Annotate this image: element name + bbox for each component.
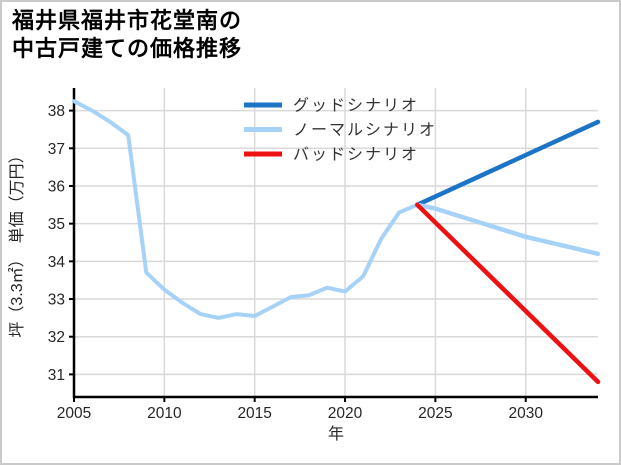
chart-title-line1: 福井県福井市花堂南の [12, 8, 243, 33]
chart-title: 福井県福井市花堂南の 中古戸建ての価格推移 [12, 7, 242, 63]
x-axis-title: 年 [328, 425, 344, 443]
y-tick-label: 38 [48, 103, 65, 120]
y-tick-label: 37 [48, 141, 65, 158]
y-tick-label: 36 [48, 178, 65, 195]
y-tick-label: 34 [48, 254, 66, 271]
y-tick-label: 31 [48, 367, 65, 384]
x-tick-label: 2015 [237, 405, 271, 422]
legend-label-0: グッドシナリオ [293, 97, 419, 115]
x-tick-label: 2025 [418, 405, 452, 422]
x-tick-label: 2010 [147, 405, 182, 422]
y-tick-label: 32 [48, 329, 65, 346]
x-tick-label: 2020 [328, 405, 363, 422]
legend-label-1: ノーマルシナリオ [293, 122, 437, 139]
y-tick-label: 35 [48, 216, 65, 233]
x-tick-label: 2005 [57, 405, 91, 422]
y-axis-title: 坪（3.3㎡） 単価（万円） [8, 147, 26, 337]
y-tick-label: 33 [48, 292, 65, 309]
scenario-line-0 [415, 119, 601, 208]
scenario-line-2 [415, 202, 601, 385]
history-line [72, 99, 420, 320]
legend-label-2: バッドシナリオ [293, 147, 419, 164]
scenario-line-1 [415, 202, 601, 257]
x-tick-label: 2030 [508, 405, 543, 422]
chart-title-line2: 中古戸建ての価格推移 [12, 36, 243, 61]
